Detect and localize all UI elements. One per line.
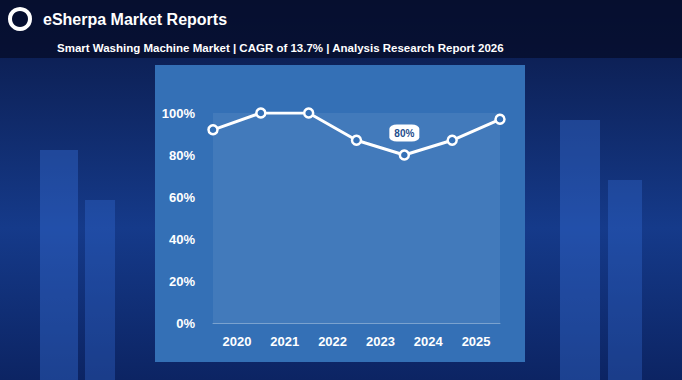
svg-text:40%: 40% (169, 232, 195, 247)
svg-text:80%: 80% (394, 128, 414, 139)
svg-text:100%: 100% (162, 106, 196, 121)
svg-text:20%: 20% (169, 274, 195, 289)
svg-text:2023: 2023 (366, 334, 395, 349)
svg-text:2020: 2020 (222, 334, 251, 349)
svg-text:2024: 2024 (414, 334, 444, 349)
svg-text:2025: 2025 (462, 334, 491, 349)
svg-text:80%: 80% (169, 148, 195, 163)
svg-text:Smart Washing Machine Market |: Smart Washing Machine Market | CAGR of 1… (57, 42, 504, 54)
svg-text:0%: 0% (176, 316, 195, 331)
svg-text:2022: 2022 (318, 334, 347, 349)
svg-text:eSherpa Market Reports: eSherpa Market Reports (43, 11, 227, 28)
svg-text:2021: 2021 (270, 334, 299, 349)
svg-text:60%: 60% (169, 190, 195, 205)
